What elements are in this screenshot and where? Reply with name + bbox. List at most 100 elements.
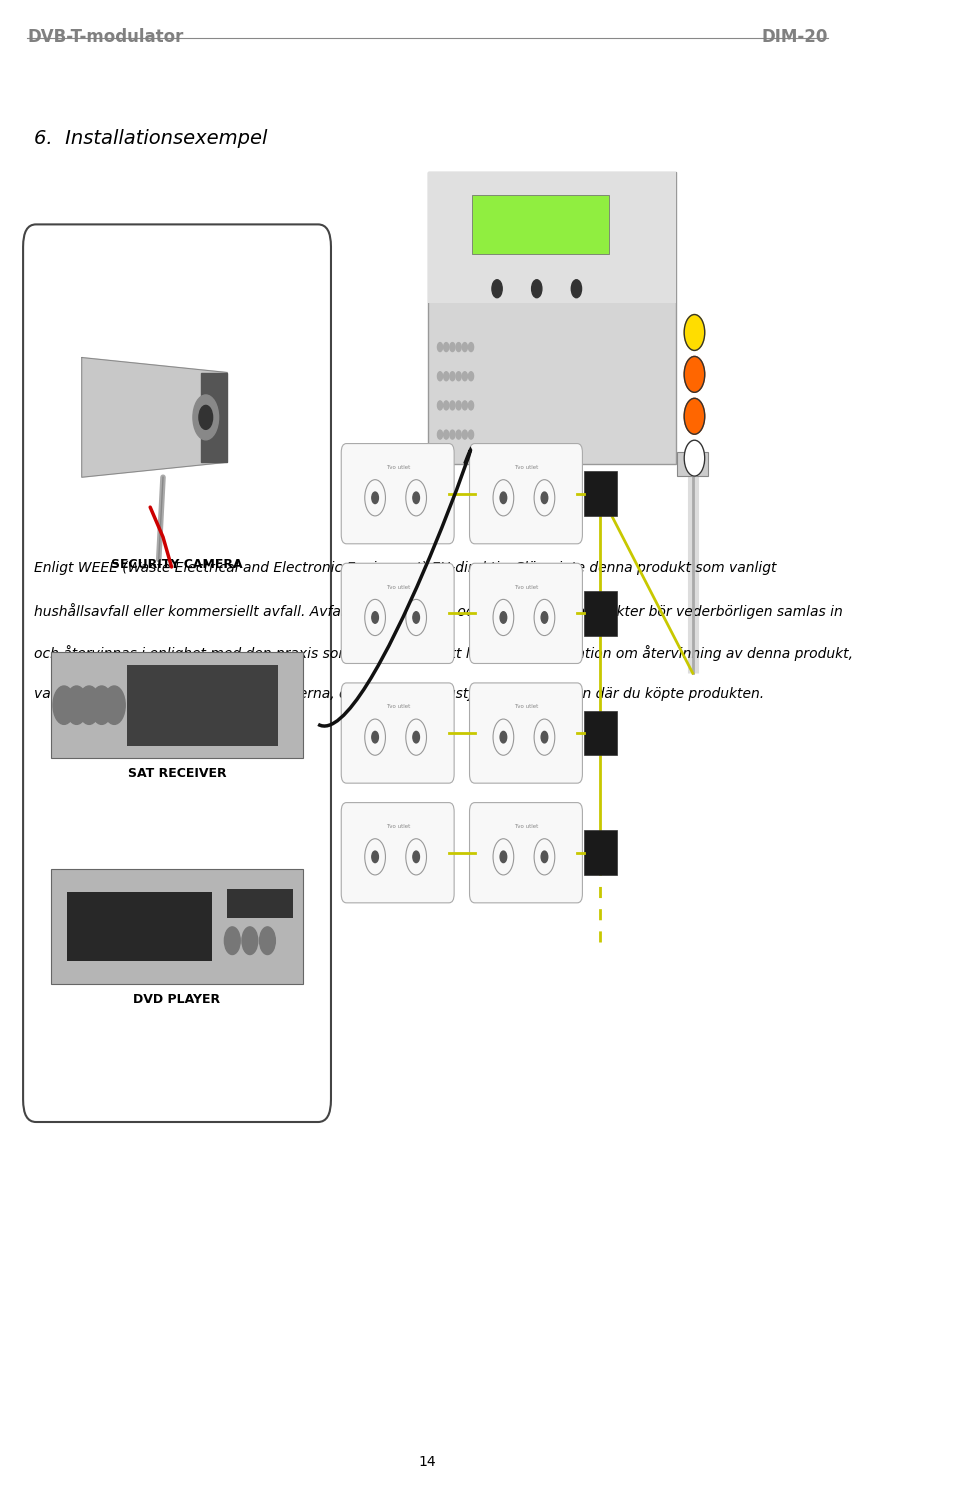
- Circle shape: [199, 405, 212, 429]
- Circle shape: [78, 687, 100, 724]
- Circle shape: [468, 431, 473, 440]
- Text: Tvo utlet: Tvo utlet: [514, 824, 539, 829]
- Circle shape: [450, 401, 455, 410]
- Bar: [427, 172, 676, 464]
- Circle shape: [493, 600, 514, 636]
- Bar: [127, 664, 277, 745]
- Circle shape: [534, 720, 555, 755]
- Circle shape: [413, 851, 420, 863]
- Circle shape: [444, 401, 448, 410]
- Circle shape: [684, 356, 705, 392]
- Circle shape: [541, 492, 548, 504]
- Circle shape: [65, 687, 87, 724]
- Bar: [584, 711, 616, 755]
- Bar: [52, 869, 302, 984]
- Bar: [66, 892, 212, 962]
- Circle shape: [365, 720, 386, 755]
- Circle shape: [413, 492, 420, 504]
- Text: var god kontakta de lokala myndigheterna, din sophämtningstjänst eller affären d: var god kontakta de lokala myndigheterna…: [35, 687, 764, 700]
- Text: Tvo utlet: Tvo utlet: [386, 705, 410, 709]
- Text: 14: 14: [419, 1456, 437, 1469]
- Text: SECURITY CAMERA: SECURITY CAMERA: [111, 558, 243, 571]
- Bar: [228, 889, 293, 917]
- Circle shape: [406, 480, 426, 516]
- Circle shape: [365, 480, 386, 516]
- Circle shape: [450, 431, 455, 440]
- Circle shape: [365, 839, 386, 875]
- Text: och återvinnas i enlighet med den praxis som skapats för ditt land. För informat: och återvinnas i enlighet med den praxis…: [35, 645, 853, 661]
- Circle shape: [444, 343, 448, 352]
- Circle shape: [463, 401, 468, 410]
- Polygon shape: [202, 373, 228, 462]
- Text: Tvo utlet: Tvo utlet: [514, 705, 539, 709]
- Text: SAT RECEIVER: SAT RECEIVER: [128, 767, 227, 781]
- Circle shape: [500, 732, 507, 744]
- Circle shape: [372, 492, 378, 504]
- Circle shape: [684, 440, 705, 476]
- Circle shape: [492, 280, 502, 298]
- Circle shape: [444, 431, 448, 440]
- Circle shape: [104, 687, 125, 724]
- FancyBboxPatch shape: [469, 444, 583, 545]
- Circle shape: [225, 928, 240, 954]
- Text: 6.  Installationsexempel: 6. Installationsexempel: [35, 129, 268, 148]
- Bar: [52, 652, 302, 758]
- Circle shape: [438, 343, 443, 352]
- FancyBboxPatch shape: [341, 444, 454, 545]
- Bar: [472, 196, 609, 254]
- Circle shape: [571, 280, 582, 298]
- Text: Enligt WEEE (Waste Electrical and Electronic Equipment) EU-direktiv. Släng inte : Enligt WEEE (Waste Electrical and Electr…: [35, 561, 777, 574]
- Circle shape: [90, 687, 112, 724]
- Bar: [584, 830, 616, 875]
- Text: Tvo utlet: Tvo utlet: [514, 465, 539, 470]
- Circle shape: [456, 343, 461, 352]
- Circle shape: [444, 373, 448, 381]
- Circle shape: [684, 398, 705, 434]
- Circle shape: [534, 480, 555, 516]
- Circle shape: [493, 480, 514, 516]
- Circle shape: [413, 732, 420, 744]
- Bar: [584, 471, 616, 516]
- FancyBboxPatch shape: [23, 224, 331, 1122]
- Circle shape: [468, 401, 473, 410]
- Text: DIM-20: DIM-20: [761, 27, 828, 46]
- Circle shape: [541, 612, 548, 624]
- Text: hushållsavfall eller kommersiellt avfall. Avfall från elektriska och elektronisk: hushållsavfall eller kommersiellt avfall…: [35, 603, 843, 619]
- Circle shape: [413, 612, 420, 624]
- Circle shape: [53, 687, 75, 724]
- Circle shape: [493, 839, 514, 875]
- Circle shape: [365, 600, 386, 636]
- Circle shape: [193, 395, 219, 440]
- FancyBboxPatch shape: [469, 802, 583, 904]
- FancyBboxPatch shape: [341, 802, 454, 904]
- Circle shape: [259, 928, 276, 954]
- FancyBboxPatch shape: [469, 562, 583, 664]
- Text: Tvo utlet: Tvo utlet: [514, 585, 539, 589]
- Circle shape: [500, 612, 507, 624]
- Circle shape: [438, 431, 443, 440]
- Circle shape: [500, 851, 507, 863]
- FancyBboxPatch shape: [469, 682, 583, 784]
- Circle shape: [406, 600, 426, 636]
- Circle shape: [456, 401, 461, 410]
- Circle shape: [493, 720, 514, 755]
- Circle shape: [372, 612, 378, 624]
- Circle shape: [532, 280, 541, 298]
- Circle shape: [463, 431, 468, 440]
- Polygon shape: [82, 358, 228, 477]
- FancyBboxPatch shape: [341, 562, 454, 664]
- Circle shape: [468, 343, 473, 352]
- Circle shape: [534, 839, 555, 875]
- Circle shape: [684, 314, 705, 350]
- Text: Tvo utlet: Tvo utlet: [386, 465, 410, 470]
- Circle shape: [500, 492, 507, 504]
- Circle shape: [450, 343, 455, 352]
- FancyBboxPatch shape: [341, 682, 454, 784]
- Circle shape: [541, 732, 548, 744]
- Circle shape: [242, 928, 258, 954]
- Circle shape: [468, 373, 473, 381]
- Circle shape: [438, 401, 443, 410]
- Circle shape: [463, 343, 468, 352]
- Circle shape: [372, 732, 378, 744]
- Circle shape: [456, 431, 461, 440]
